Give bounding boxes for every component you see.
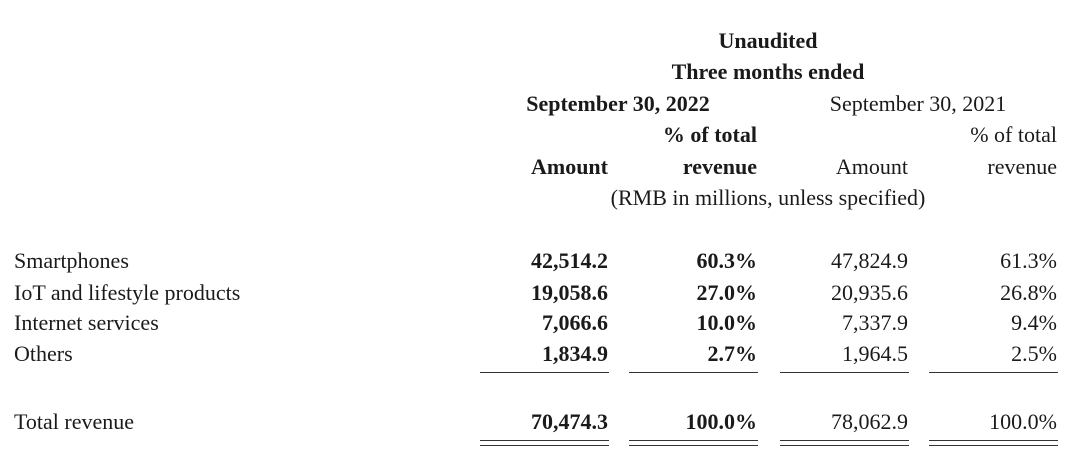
- row-amount-2022: 7,066.6: [542, 310, 608, 335]
- total-label: Total revenue: [14, 409, 135, 434]
- header-amount-2021: Amount: [835, 154, 908, 179]
- row-amount-2021: 47,824.9: [831, 248, 908, 273]
- row-pct-2021: 9.4%: [1011, 310, 1057, 335]
- header-three-months-ended: Three months ended: [671, 59, 865, 84]
- row-pct-2021: 2.5%: [1011, 341, 1057, 366]
- row-label: IoT and lifestyle products: [14, 280, 241, 305]
- header-pct-total-2021-line1: % of total: [970, 122, 1057, 147]
- total-amount-2022: 70,474.3: [531, 409, 608, 434]
- header-pct-total-2022-line2: revenue: [682, 154, 757, 179]
- row-pct-2022: 2.7%: [707, 341, 758, 366]
- row-amount-2022: 1,834.9: [542, 341, 608, 366]
- subtotal-rule: [480, 372, 609, 373]
- total-double-rule-top: [780, 440, 909, 441]
- subtotal-rule: [929, 372, 1058, 373]
- header-pct-total-2022-line1: % of total: [662, 122, 757, 147]
- row-pct-2022: 27.0%: [696, 280, 758, 305]
- row-label: Internet services: [14, 310, 159, 335]
- row-pct-2021: 26.8%: [1000, 280, 1057, 305]
- row-amount-2021: 1,964.5: [842, 341, 908, 366]
- total-double-rule-top: [929, 440, 1058, 441]
- total-double-rule-bottom: [629, 445, 758, 446]
- row-label: Others: [14, 341, 73, 366]
- header-unaudited: Unaudited: [718, 28, 818, 53]
- total-double-rule-bottom: [929, 445, 1058, 446]
- row-pct-2022: 10.0%: [696, 310, 758, 335]
- header-period-2022: September 30, 2022: [526, 91, 710, 116]
- row-label: Smartphones: [14, 248, 129, 273]
- header-pct-total-2021-line2: revenue: [987, 154, 1057, 179]
- row-amount-2021: 20,935.6: [831, 280, 908, 305]
- header-period-2021: September 30, 2021: [829, 91, 1007, 116]
- subtotal-rule: [780, 372, 909, 373]
- row-pct-2022: 60.3%: [696, 248, 758, 273]
- row-pct-2021: 61.3%: [1000, 248, 1057, 273]
- header-amount-2022: Amount: [530, 154, 608, 179]
- row-amount-2021: 7,337.9: [842, 310, 908, 335]
- row-amount-2022: 19,058.6: [531, 280, 608, 305]
- total-double-rule-bottom: [480, 445, 609, 446]
- total-pct-2022: 100.0%: [685, 409, 758, 434]
- total-double-rule-top: [629, 440, 758, 441]
- total-amount-2021: 78,062.9: [831, 409, 908, 434]
- total-pct-2021: 100.0%: [989, 409, 1057, 434]
- header-unit-note: (RMB in millions, unless specified): [610, 185, 926, 210]
- row-amount-2022: 42,514.2: [531, 248, 608, 273]
- subtotal-rule: [629, 372, 758, 373]
- total-double-rule-bottom: [780, 445, 909, 446]
- total-double-rule-top: [480, 440, 609, 441]
